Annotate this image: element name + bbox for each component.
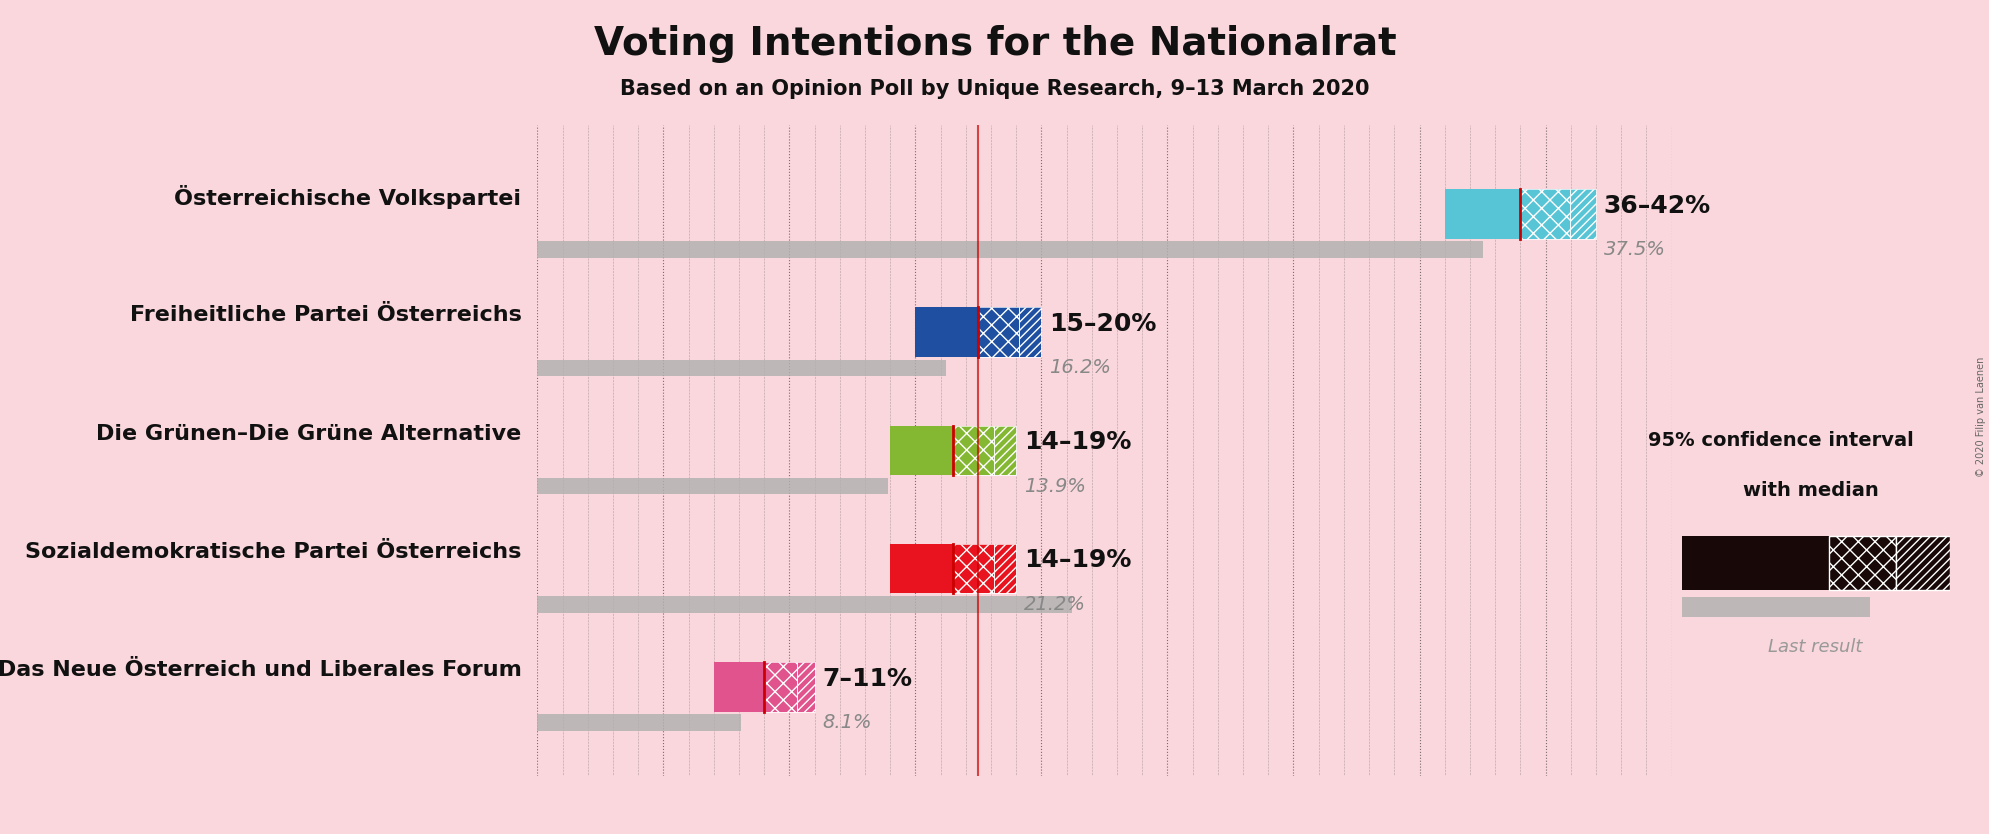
Bar	[796, 662, 814, 711]
Bar	[953, 544, 1016, 594]
Bar	[953, 425, 1016, 475]
Bar	[1018, 307, 1040, 357]
Text: Österreichische Volkspartei: Österreichische Volkspartei	[175, 185, 521, 209]
Text: Voting Intentions for the Nationalrat: Voting Intentions for the Nationalrat	[593, 25, 1396, 63]
Bar	[537, 596, 1072, 613]
Bar	[1520, 189, 1595, 239]
Text: Based on an Opinion Poll by Unique Research, 9–13 March 2020: Based on an Opinion Poll by Unique Resea…	[621, 79, 1368, 99]
Bar	[953, 544, 994, 594]
Text: 14–19%: 14–19%	[1022, 430, 1130, 454]
Bar	[764, 662, 814, 711]
Text: Sozialdemokratische Partei Österreichs: Sozialdemokratische Partei Österreichs	[26, 542, 521, 562]
Text: 8.1%: 8.1%	[821, 713, 871, 732]
Text: 21.2%: 21.2%	[1022, 595, 1086, 614]
Bar	[764, 662, 796, 711]
Bar	[979, 307, 1018, 357]
Text: Last result: Last result	[1766, 638, 1862, 656]
Bar	[537, 359, 945, 376]
Bar	[889, 544, 953, 594]
Text: 15–20%: 15–20%	[1048, 312, 1156, 336]
Text: Die Grünen–Die Grüne Alternative: Die Grünen–Die Grüne Alternative	[95, 424, 521, 444]
Text: NEOS–Das Neue Österreich und Liberales Forum: NEOS–Das Neue Österreich und Liberales F…	[0, 661, 521, 681]
Bar	[915, 307, 979, 357]
Bar	[994, 425, 1016, 475]
Bar	[1828, 536, 1896, 590]
Text: 16.2%: 16.2%	[1048, 359, 1110, 377]
Text: Freiheitliche Partei Österreichs: Freiheitliche Partei Österreichs	[129, 305, 521, 325]
Bar	[1444, 189, 1520, 239]
Bar	[994, 544, 1016, 594]
Text: 37.5%: 37.5%	[1603, 240, 1665, 259]
Bar	[889, 425, 953, 475]
Bar	[1828, 536, 1896, 590]
Text: with median: with median	[1742, 481, 1878, 500]
Bar	[537, 715, 742, 731]
Bar	[537, 241, 1482, 258]
Text: 95% confidence interval: 95% confidence interval	[1647, 431, 1913, 450]
Text: 7–11%: 7–11%	[821, 666, 911, 691]
Bar	[1681, 597, 1870, 620]
Bar	[1569, 189, 1595, 239]
Bar	[953, 425, 994, 475]
Bar	[1896, 536, 1949, 590]
Text: 14–19%: 14–19%	[1022, 549, 1130, 572]
Text: © 2020 Filip van Laenen: © 2020 Filip van Laenen	[1975, 357, 1985, 477]
Bar	[1681, 536, 1828, 590]
Text: 36–42%: 36–42%	[1603, 193, 1711, 218]
Bar	[1520, 189, 1569, 239]
Bar	[714, 662, 764, 711]
Bar	[537, 478, 887, 495]
Text: 13.9%: 13.9%	[1022, 476, 1086, 495]
Bar	[979, 307, 1040, 357]
